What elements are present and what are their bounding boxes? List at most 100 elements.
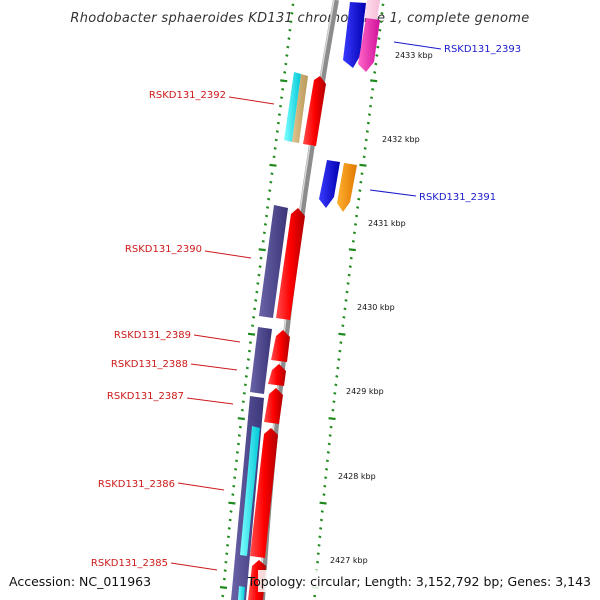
minor-tick [283, 71, 287, 74]
kbp-label: 2430 kbp [357, 303, 395, 312]
kbp-label: 2432 kbp [382, 135, 420, 144]
minor-tick [248, 341, 253, 344]
minor-tick [233, 467, 238, 471]
minor-tick [378, 28, 382, 32]
footer-summary-background [258, 570, 600, 592]
gene-feature[interactable] [271, 330, 290, 362]
gene-feature[interactable] [364, 0, 380, 20]
minor-tick [233, 476, 237, 480]
gene-feature[interactable] [358, 18, 380, 72]
minor-tick [223, 569, 227, 572]
minor-tick [346, 282, 350, 285]
minor-tick [273, 147, 277, 150]
major-tick [237, 417, 245, 421]
gene-label-rskd131-2388[interactable]: RSKD131_2388 [111, 359, 188, 370]
minor-tick [364, 138, 368, 142]
minor-tick [333, 391, 337, 395]
gene-feature[interactable] [238, 586, 245, 600]
minor-tick [356, 206, 360, 209]
minor-tick [357, 197, 361, 201]
minor-tick [222, 577, 226, 581]
minor-tick [373, 71, 377, 74]
minor-tick [360, 172, 364, 176]
label-leader-line [190, 363, 238, 371]
minor-tick [291, 3, 295, 7]
minor-tick [353, 223, 358, 226]
gene-feature[interactable] [284, 72, 301, 142]
major-tick [328, 417, 336, 421]
minor-tick [318, 535, 322, 539]
minor-tick [320, 510, 324, 513]
minor-tick [264, 214, 269, 218]
gene-label-rskd131-2385[interactable]: RSKD131_2385 [91, 558, 168, 569]
gene-feature[interactable] [337, 163, 357, 212]
minor-tick [238, 425, 242, 429]
minor-tick [329, 425, 333, 429]
label-leader-line [393, 41, 442, 50]
minor-tick [263, 223, 268, 226]
gene-label-rskd131-2392[interactable]: RSKD131_2392 [149, 90, 226, 101]
minor-tick [246, 358, 251, 361]
gene-label-rskd131-2389[interactable]: RSKD131_2389 [114, 330, 191, 341]
minor-tick [241, 400, 245, 404]
gene-feature[interactable] [264, 388, 283, 424]
minor-tick [335, 375, 339, 378]
gene-label-rskd131-2386[interactable]: RSKD131_2386 [98, 479, 175, 490]
minor-tick [232, 484, 236, 488]
gene-feature[interactable] [319, 160, 340, 208]
minor-tick [349, 256, 353, 260]
minor-tick [366, 121, 370, 125]
minor-tick [289, 20, 293, 24]
minor-tick [325, 459, 330, 463]
minor-tick [250, 324, 255, 328]
map-title: Rhodobacter sphaeroides KD131 chromosome… [70, 11, 529, 26]
minor-tick [313, 594, 317, 598]
gene-feature[interactable] [276, 208, 305, 320]
minor-tick [336, 366, 340, 370]
minor-tick [225, 552, 229, 556]
minor-tick [274, 138, 278, 142]
gene-feature[interactable] [292, 74, 308, 143]
minor-tick [354, 214, 359, 218]
minor-tick [286, 45, 290, 49]
minor-tick [226, 535, 231, 539]
gene-label-rskd131-2391[interactable]: RSKD131_2391 [419, 192, 496, 203]
minor-tick [229, 510, 233, 513]
gene-feature[interactable] [259, 205, 288, 318]
minor-tick [225, 543, 230, 547]
gene-feature[interactable] [303, 76, 326, 146]
gene-feature[interactable] [250, 327, 272, 394]
minor-tick [375, 54, 379, 57]
minor-tick [369, 96, 374, 100]
minor-tick [337, 358, 341, 361]
gene-feature[interactable] [268, 364, 286, 386]
minor-tick [345, 290, 349, 294]
minor-tick [343, 307, 347, 311]
gene-label-rskd131-2387[interactable]: RSKD131_2387 [107, 391, 184, 402]
major-tick [348, 248, 356, 252]
kbp-label: 2427 kbp [330, 556, 368, 565]
label-leader-line [186, 397, 234, 405]
minor-tick [285, 54, 289, 57]
major-tick [280, 79, 288, 83]
gene-feature[interactable] [250, 428, 278, 558]
minor-tick [381, 3, 385, 7]
label-leader-line [193, 334, 241, 343]
gene-feature[interactable] [240, 426, 260, 556]
minor-tick [324, 467, 329, 471]
major-tick [219, 586, 228, 589]
major-tick [359, 163, 367, 167]
minor-tick [328, 434, 332, 437]
minor-tick [224, 560, 228, 564]
forward-strand-features [319, 0, 380, 212]
minor-tick [247, 349, 252, 353]
minor-tick [377, 37, 381, 40]
gene-label-rskd131-2390[interactable]: RSKD131_2390 [125, 244, 202, 255]
minor-tick [332, 400, 336, 404]
label-leader-line [170, 562, 218, 571]
minor-tick [379, 20, 383, 24]
gene-label-rskd131-2393[interactable]: RSKD131_2393 [444, 44, 521, 55]
minor-tick [234, 459, 239, 463]
minor-tick [315, 560, 320, 564]
